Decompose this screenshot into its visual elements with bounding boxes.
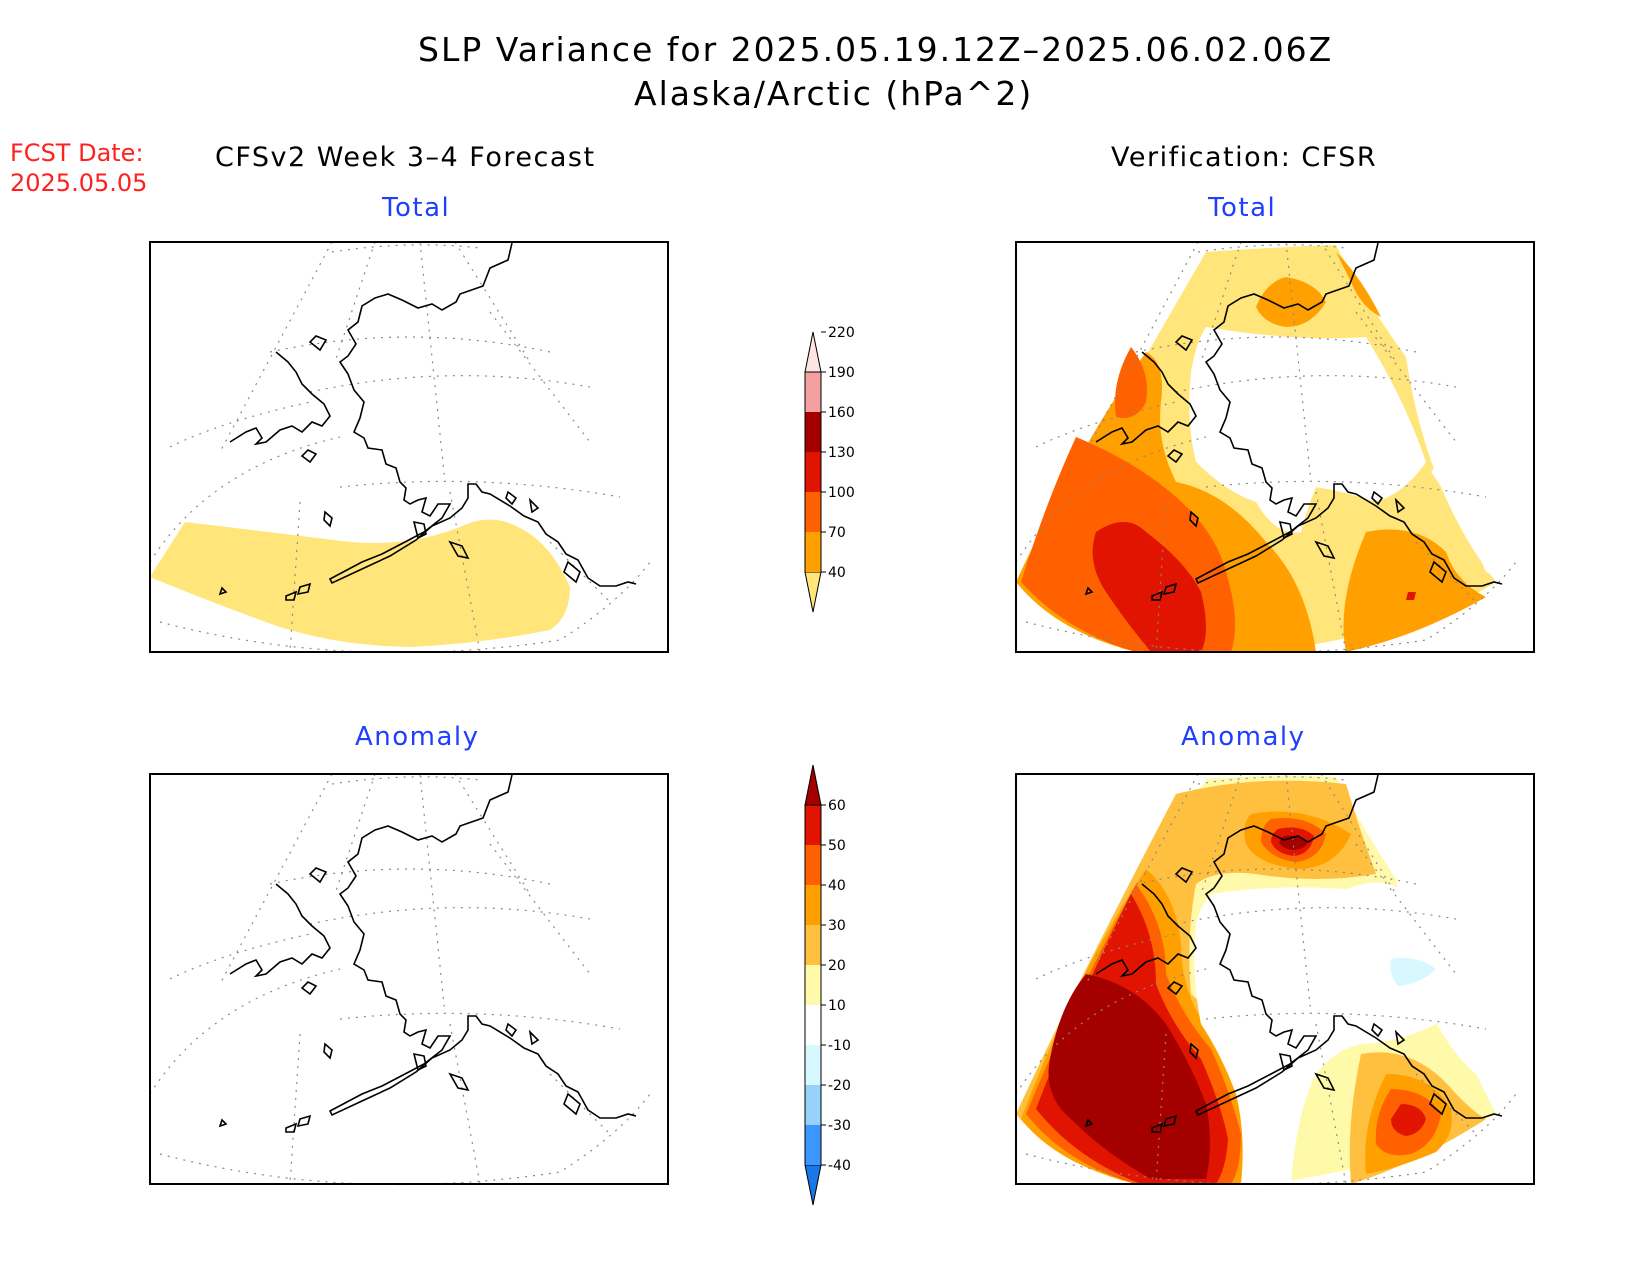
colorbar-anomaly-tick-label: 50 xyxy=(828,838,846,854)
colorbar-total-tick-label: 70 xyxy=(828,525,846,541)
colorbar-anomaly: -40 -30 -20 -10 10 20 30 40 50 60 xyxy=(804,764,851,1206)
verification-anomaly-fill-neg10 xyxy=(1390,957,1436,986)
colorbar-total-box-1 xyxy=(805,532,821,572)
colorbar-anomaly-box-3 xyxy=(805,1045,821,1085)
colorbar-anomaly-tick-label: 30 xyxy=(828,918,846,934)
colorbar-anomaly-box-4 xyxy=(805,1005,821,1045)
figure-subtitle: Alaska/Arctic (hPa^2) xyxy=(634,74,1034,113)
verification-total-fill-below40 xyxy=(1189,327,1426,533)
colorbar-anomaly-tick-label: -10 xyxy=(828,1038,851,1054)
verification-total-title: Total xyxy=(1208,193,1277,223)
colorbar-total-tick-label: 100 xyxy=(828,485,855,501)
verification-header: Verification: CFSR xyxy=(1111,142,1378,173)
colorbar-total-tick-label: 160 xyxy=(828,405,855,421)
colorbar-anomaly-box-5 xyxy=(805,965,821,1005)
colorbar-anomaly-tick-label: 20 xyxy=(828,958,846,974)
colorbar-total-tick-label: 190 xyxy=(828,365,855,381)
colorbar-total-box-5 xyxy=(805,372,821,412)
colorbar-total-cap-high xyxy=(804,331,822,373)
colorbar-anomaly-box-9 xyxy=(805,805,821,845)
forecast-anomaly-title: Anomaly xyxy=(355,722,480,752)
forecast-total-map xyxy=(149,241,669,654)
colorbar-anomaly-tick-label: -30 xyxy=(828,1118,851,1134)
verification-total-fill-130 xyxy=(1092,522,1206,652)
colorbar-anomaly-box-7 xyxy=(805,885,821,925)
forecast-anomaly-map xyxy=(149,773,669,1186)
colorbar-anomaly-tick-label: -40 xyxy=(828,1158,851,1174)
verification-anomaly-fill-60-b xyxy=(1048,974,1210,1179)
colorbar-total-box-4 xyxy=(805,412,821,452)
colorbar-anomaly-box-8 xyxy=(805,845,821,885)
colorbar-anomaly-tick-label: 40 xyxy=(828,878,846,894)
figure-title: SLP Variance for 2025.05.19.12Z–2025.06.… xyxy=(418,30,1334,69)
colorbar-anomaly-cap-high xyxy=(804,764,822,806)
colorbar-anomaly-box-2 xyxy=(805,1085,821,1125)
verification-total-fill-70 xyxy=(1256,277,1326,327)
forecast-header: CFSv2 Week 3–4 Forecast xyxy=(215,142,596,173)
colorbar-anomaly-tick-label: 60 xyxy=(828,798,846,814)
verification-total-fill-100-b xyxy=(1115,347,1147,418)
verification-total-fill-70-b xyxy=(1336,252,1381,317)
colorbar-total-cap-low xyxy=(804,571,822,613)
colorbar-anomaly-cap-low xyxy=(804,1164,822,1206)
verification-anomaly-map xyxy=(1015,773,1535,1186)
colorbar-anomaly-box-6 xyxy=(805,925,821,965)
fcst-date-label: FCST Date: xyxy=(10,139,144,167)
verification-total-fill-130-b xyxy=(1406,592,1416,600)
colorbar-total-tick-label: 220 xyxy=(828,325,855,341)
colorbar-anomaly-tick-label: 10 xyxy=(828,998,846,1014)
colorbar-total-box-3 xyxy=(805,452,821,492)
verification-anomaly-fill-zero xyxy=(1194,882,1436,1184)
verification-total-map xyxy=(1015,241,1535,654)
colorbar-total-tick-label: 40 xyxy=(828,565,846,581)
verification-anomaly-fill-zero-b xyxy=(1436,884,1534,1098)
colorbar-anomaly-box-1 xyxy=(805,1125,821,1165)
verification-total-fill-below40-b xyxy=(1431,362,1534,575)
fcst-date-value: 2025.05.05 xyxy=(10,169,148,197)
verification-anomaly-fill-50-c xyxy=(1391,1104,1426,1136)
colorbar-total-tick-label: 130 xyxy=(828,445,855,461)
verification-total-fill-70-d xyxy=(1343,529,1486,652)
verification-anomaly-title: Anomaly xyxy=(1181,722,1306,752)
colorbar-total-box-2 xyxy=(805,492,821,532)
colorbar-anomaly-tick-label: -20 xyxy=(828,1078,851,1094)
forecast-total-title: Total xyxy=(382,193,451,223)
colorbar-total: 40 70 100 130 160 190 220 xyxy=(804,325,855,613)
